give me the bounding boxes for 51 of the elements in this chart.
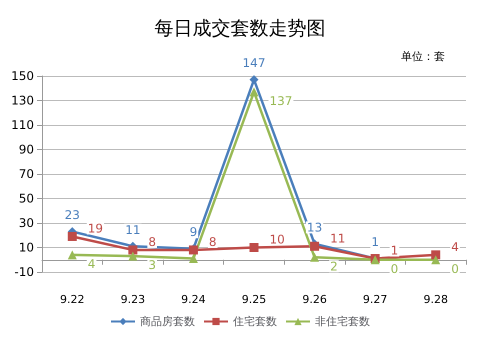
point (188, 254, 198, 264)
data-label: 9 (190, 225, 198, 240)
x-tick-label: 9.27 (362, 293, 388, 306)
x-tick-label: 9.28 (423, 293, 448, 306)
y-tick-label: 70 (18, 167, 34, 181)
y-tick-label: 30 (18, 216, 34, 230)
data-label: 4 (88, 256, 96, 271)
y-tick-label: 10 (18, 240, 34, 254)
legend-label: 住宅套数 (233, 315, 277, 328)
legend-label: 非住宅套数 (315, 315, 370, 328)
data-label: 0 (451, 262, 459, 276)
point (128, 245, 138, 254)
y-tick-label: 50 (18, 192, 34, 206)
data-label: 23 (64, 208, 80, 222)
y-tick-label: 150 (11, 69, 34, 83)
point (128, 252, 138, 261)
point (250, 75, 258, 84)
data-label: 4 (451, 240, 459, 254)
chart-title: 每日成交套数走势图 (154, 18, 326, 40)
data-label: 147 (242, 56, 266, 70)
point (310, 252, 320, 262)
x-tick-label: 9.24 (181, 293, 206, 306)
x-tick-label: 9.22 (60, 293, 85, 306)
legend-label: 商品房套数 (140, 315, 195, 328)
y-tick-label: 130 (11, 94, 34, 108)
data-label: 8 (208, 234, 217, 249)
x-tick-label: 9.25 (242, 293, 266, 306)
point (250, 243, 258, 252)
x-tick-label: 9.26 (302, 293, 327, 306)
point (250, 87, 258, 96)
data-label: 8 (148, 234, 156, 249)
y-tick-label: -10 (14, 265, 34, 279)
data-label: 137 (270, 94, 292, 108)
data-label: 11 (125, 222, 140, 237)
data-label: 0 (390, 262, 398, 276)
data-label: 10 (270, 232, 285, 246)
data-label: 3 (148, 258, 156, 272)
point (431, 255, 440, 264)
point (68, 250, 77, 260)
x-tick-label: 9.23 (120, 293, 146, 306)
y-tick-label: 90 (18, 142, 34, 156)
text: 单位：套 (401, 50, 445, 63)
data-label: 13 (306, 220, 322, 234)
data-label: 1 (390, 244, 398, 258)
data-label: 19 (88, 221, 104, 236)
y-tick-label: 110 (11, 118, 34, 132)
point (68, 232, 77, 241)
data-label: 2 (330, 259, 338, 274)
data-label: 11 (330, 231, 346, 246)
data-label: 1 (371, 235, 379, 250)
point (310, 242, 320, 251)
